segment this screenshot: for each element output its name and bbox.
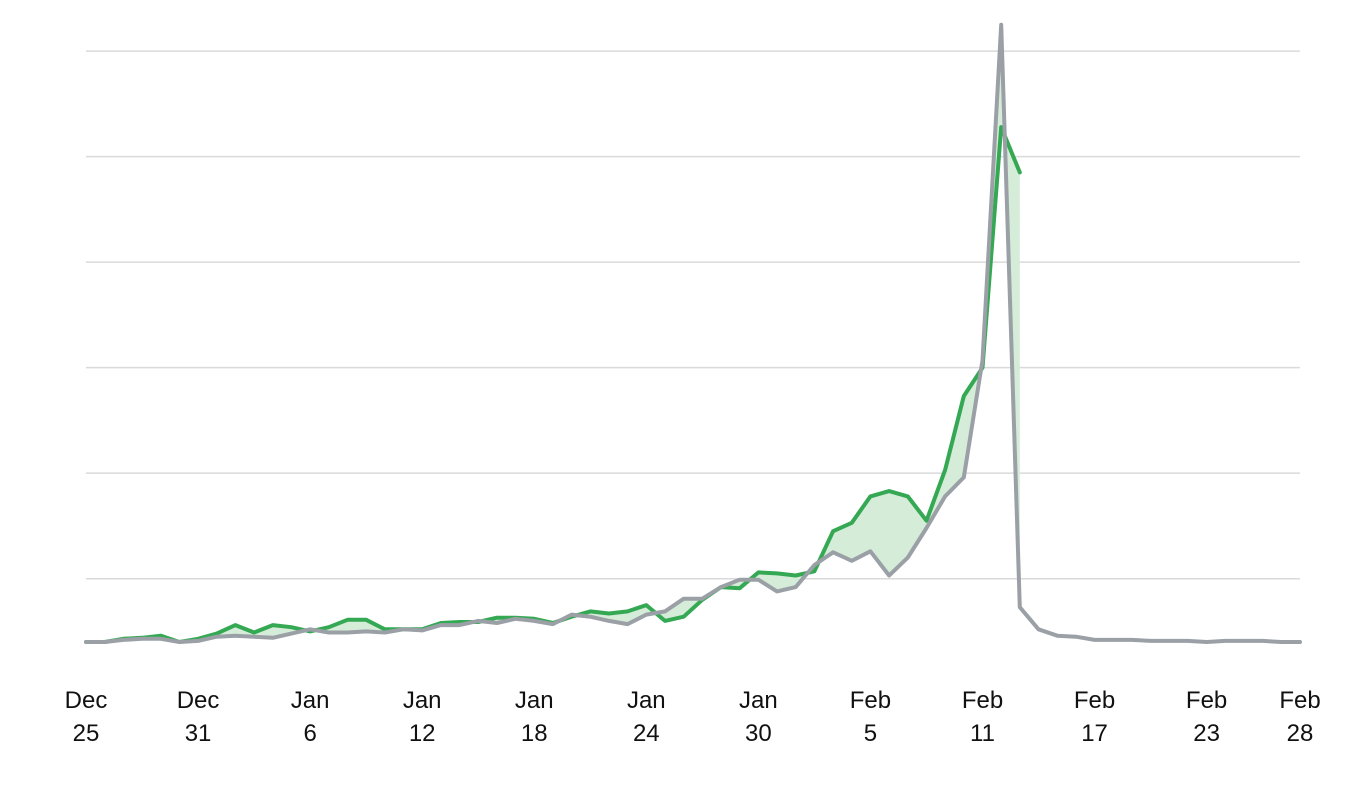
x-tick-label: Feb 17: [1074, 687, 1115, 747]
x-tick-day: 12: [409, 720, 436, 747]
x-tick-label: Feb 5: [850, 687, 891, 747]
x-tick-label: Dec 25: [65, 687, 108, 747]
x-tick-label: Feb 23: [1186, 687, 1227, 747]
x-tick-day: 11: [970, 720, 995, 747]
series-gray-line: [84, 22, 1302, 644]
x-tick-day: 18: [521, 720, 548, 747]
x-tick-day: 28: [1287, 720, 1314, 747]
x-tick-day: 31: [185, 720, 212, 747]
x-tick-label: Jan 24: [627, 687, 666, 747]
x-tick-month: Jan: [403, 687, 442, 714]
x-tick-month: Dec: [65, 687, 108, 714]
x-tick-day: 24: [633, 720, 660, 747]
x-tick-month: Feb: [1186, 687, 1227, 714]
x-tick-label: Dec 31: [177, 687, 220, 747]
x-tick-month: Jan: [739, 687, 778, 714]
x-tick-month: Feb: [850, 687, 891, 714]
x-tick-day: 17: [1081, 720, 1108, 747]
x-tick-month: Feb: [1279, 687, 1320, 714]
x-tick-month: Jan: [627, 687, 666, 714]
x-tick-label: Jan 12: [403, 687, 442, 747]
series-lines: [84, 22, 1302, 644]
x-tick-label: Jan 30: [739, 687, 778, 747]
x-tick-month: Feb: [1074, 687, 1115, 714]
x-tick-day: 30: [745, 720, 772, 747]
x-tick-label: Jan 6: [291, 687, 330, 747]
x-tick-day: 5: [864, 720, 877, 747]
x-tick-month: Jan: [515, 687, 554, 714]
x-tick-day: 25: [73, 720, 100, 747]
x-tick-label: Jan 18: [515, 687, 554, 747]
x-tick-day: 23: [1193, 720, 1220, 747]
x-tick-month: Jan: [291, 687, 330, 714]
x-tick-month: Feb: [962, 687, 1003, 714]
x-tick-label: Feb 28: [1279, 687, 1320, 747]
gridlines: [86, 50, 1300, 580]
x-tick-label: Feb 11: [962, 687, 1003, 747]
x-tick-month: Dec: [177, 687, 220, 714]
x-tick-day: 6: [303, 720, 316, 747]
